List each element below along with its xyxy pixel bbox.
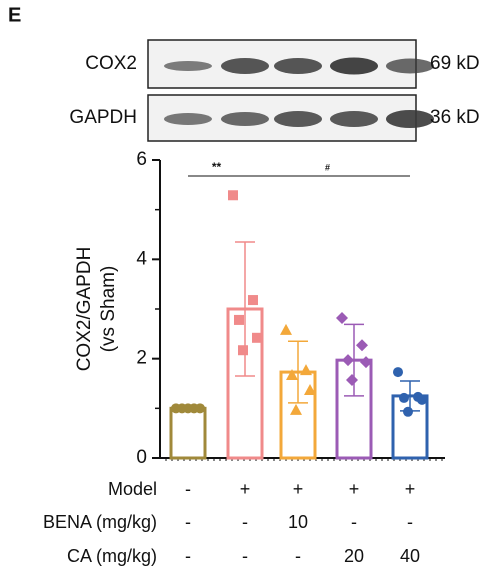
table-cell: 20	[344, 546, 364, 566]
point	[228, 190, 238, 201]
blot-label: COX2	[85, 53, 137, 74]
band	[386, 110, 434, 128]
band	[164, 61, 212, 71]
point	[280, 323, 292, 335]
point	[238, 345, 248, 356]
point	[399, 392, 409, 403]
bar	[169, 406, 207, 460]
table-cell: -	[407, 512, 413, 532]
point	[286, 369, 298, 381]
table-cell: -	[185, 512, 191, 532]
y-axis-label-line: COX2/GAPDH	[74, 247, 95, 372]
y-tick-label: 0	[136, 447, 147, 468]
blot-label: GAPDH	[69, 107, 137, 128]
point	[248, 295, 258, 306]
table-row-label: Model	[108, 479, 157, 499]
table-cell: +	[349, 479, 360, 499]
table-cell: +	[293, 479, 304, 499]
table-cell: 40	[400, 546, 420, 566]
point	[346, 374, 358, 387]
blot-size: 36 kD	[430, 107, 480, 128]
point	[195, 403, 205, 414]
point	[356, 339, 368, 352]
point	[393, 367, 403, 378]
point	[417, 394, 427, 405]
y-tick-label: 4	[136, 248, 147, 269]
point	[403, 406, 413, 417]
band	[330, 57, 378, 75]
significance-label: #	[325, 162, 330, 172]
band	[386, 58, 434, 74]
y-axis-label: COX2/GAPDH (vs Sham)	[74, 247, 119, 372]
band	[164, 113, 212, 125]
table-cell: -	[242, 546, 248, 566]
band	[274, 58, 322, 74]
point	[360, 356, 372, 369]
band	[330, 111, 378, 127]
table-cell: -	[185, 479, 191, 499]
point	[336, 311, 348, 324]
table-cell: -	[295, 546, 301, 566]
significance-label: **	[212, 160, 222, 174]
band	[274, 111, 322, 127]
point	[342, 354, 354, 367]
y-tick-label: 6	[136, 149, 147, 170]
band	[221, 112, 269, 126]
table-cell: -	[185, 546, 191, 566]
band	[221, 58, 269, 74]
y-axis-label-line: (vs Sham)	[98, 266, 119, 353]
table-cell: 10	[288, 512, 308, 532]
blot-bands	[164, 57, 434, 128]
point	[304, 383, 316, 395]
panel-label: E	[8, 4, 21, 26]
y-tick-label: 2	[136, 348, 147, 369]
table-cell: -	[351, 512, 357, 532]
table-row-label: BENA (mg/kg)	[43, 512, 157, 532]
table-row-label: CA (mg/kg)	[67, 546, 157, 566]
point	[300, 364, 312, 376]
table-cell: +	[240, 479, 251, 499]
table-cell: -	[242, 512, 248, 532]
blot-size: 69 kD	[430, 53, 480, 74]
point	[234, 314, 244, 325]
point	[252, 332, 262, 343]
point	[290, 403, 302, 415]
table-cell: +	[405, 479, 416, 499]
